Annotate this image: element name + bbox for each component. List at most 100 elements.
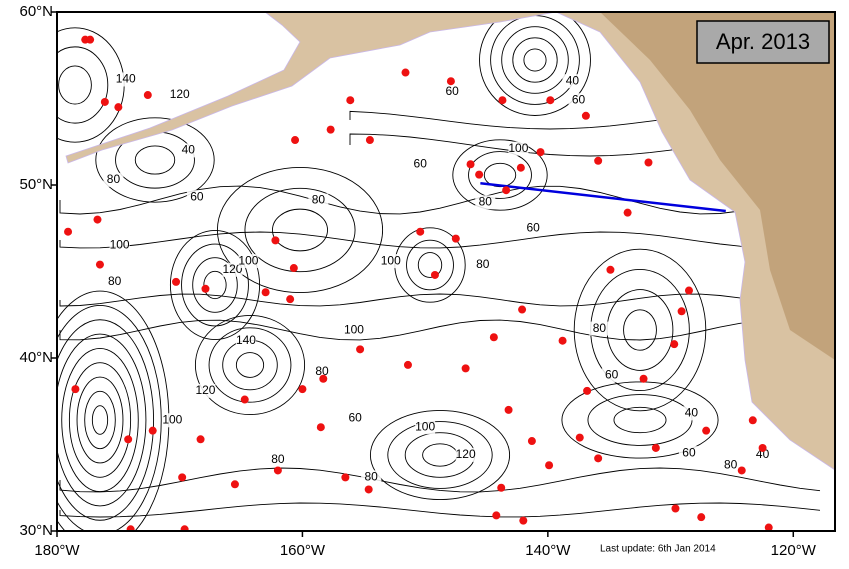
contour-label: 60 xyxy=(682,445,696,459)
contour-label-bg xyxy=(678,446,699,461)
float xyxy=(326,125,335,134)
contour-label: 60 xyxy=(605,367,619,381)
float xyxy=(365,136,374,145)
float xyxy=(519,516,528,525)
float xyxy=(518,305,527,314)
contour-label: 120 xyxy=(456,447,476,461)
float xyxy=(86,35,95,44)
contour-label: 80 xyxy=(312,193,326,207)
float xyxy=(446,77,455,86)
float xyxy=(261,288,270,297)
float xyxy=(536,148,545,157)
land xyxy=(65,12,557,164)
float xyxy=(677,307,686,316)
contour-label-bg xyxy=(455,447,476,462)
float xyxy=(497,483,506,492)
float xyxy=(430,270,439,279)
contour-line xyxy=(406,239,454,291)
contour-line xyxy=(57,333,147,507)
contour-line xyxy=(216,166,384,294)
contour-label-bg xyxy=(104,274,125,289)
y-tick-label: 60°N xyxy=(19,3,53,20)
contour-line xyxy=(235,352,265,378)
float xyxy=(546,96,555,105)
contour-label: 80 xyxy=(364,470,378,484)
float xyxy=(702,426,711,435)
x-tick-label: 160°W xyxy=(280,542,326,559)
float xyxy=(606,265,615,274)
float xyxy=(489,333,498,342)
float xyxy=(341,473,350,482)
contour-label-bg xyxy=(475,195,496,210)
float xyxy=(466,160,475,169)
float xyxy=(401,68,410,77)
contour-label: 40 xyxy=(685,406,699,420)
contour-label-bg xyxy=(380,254,401,269)
contour-label-bg xyxy=(415,420,436,435)
contour-line xyxy=(452,139,548,211)
float xyxy=(114,103,123,112)
contour-label: 100 xyxy=(381,253,401,267)
map-frame xyxy=(56,11,836,532)
contour-line xyxy=(91,405,109,435)
float xyxy=(670,340,679,349)
footer: Last update: 6th Jan 2014 xyxy=(600,544,716,555)
float xyxy=(273,466,282,475)
float xyxy=(671,504,680,513)
float xyxy=(172,277,181,286)
float xyxy=(475,170,484,179)
contour-label: 80 xyxy=(724,457,738,471)
float xyxy=(124,435,133,444)
contour-label: 80 xyxy=(593,321,607,335)
contour-label: 120 xyxy=(170,87,190,101)
contour-line xyxy=(369,409,511,501)
contour-line xyxy=(57,319,155,521)
land-highland xyxy=(600,12,835,360)
float xyxy=(196,435,205,444)
contour-line xyxy=(181,243,249,327)
contour-label-bg xyxy=(589,321,610,336)
float xyxy=(316,423,325,432)
axes: 180°W 160°W 140°W 120°W 60°N 50°N 40°N 30°N xyxy=(19,3,816,559)
float xyxy=(623,208,632,217)
contour-line xyxy=(59,319,821,341)
float xyxy=(545,461,554,470)
float xyxy=(286,295,295,304)
float xyxy=(684,286,693,295)
float xyxy=(737,466,746,475)
contour-label-bg xyxy=(523,221,544,236)
float xyxy=(451,234,460,243)
float xyxy=(764,523,773,531)
float xyxy=(143,91,152,100)
float xyxy=(126,525,135,531)
float xyxy=(178,473,187,482)
contour-line xyxy=(57,46,109,124)
contour-label-bg xyxy=(267,453,288,468)
y-tick-label: 40°N xyxy=(19,349,53,366)
y-tick-label: 50°N xyxy=(19,176,53,193)
contour-line xyxy=(468,151,532,199)
contour-line xyxy=(68,362,132,478)
contour-line xyxy=(57,305,162,531)
contour-label: 80 xyxy=(315,364,329,378)
contour-label-bg xyxy=(169,88,190,103)
contour-label-bg xyxy=(222,262,243,277)
contour-line xyxy=(95,117,215,203)
float xyxy=(558,336,567,345)
contour-label-bg xyxy=(562,74,583,89)
contour-line xyxy=(194,314,306,416)
float xyxy=(583,386,592,395)
float xyxy=(416,227,425,236)
contour-label-bg xyxy=(186,190,207,205)
contour-line xyxy=(523,48,547,72)
contour-label: 80 xyxy=(271,452,285,466)
y-tick-label: 30°N xyxy=(19,522,53,539)
float xyxy=(148,426,157,435)
contour-label-bg xyxy=(752,447,773,462)
float xyxy=(651,443,660,452)
contour-line xyxy=(203,270,227,300)
float xyxy=(298,385,307,394)
contour-label: 60 xyxy=(526,220,540,234)
contour-label: 120 xyxy=(195,383,215,397)
contour-label-bg xyxy=(720,458,741,473)
